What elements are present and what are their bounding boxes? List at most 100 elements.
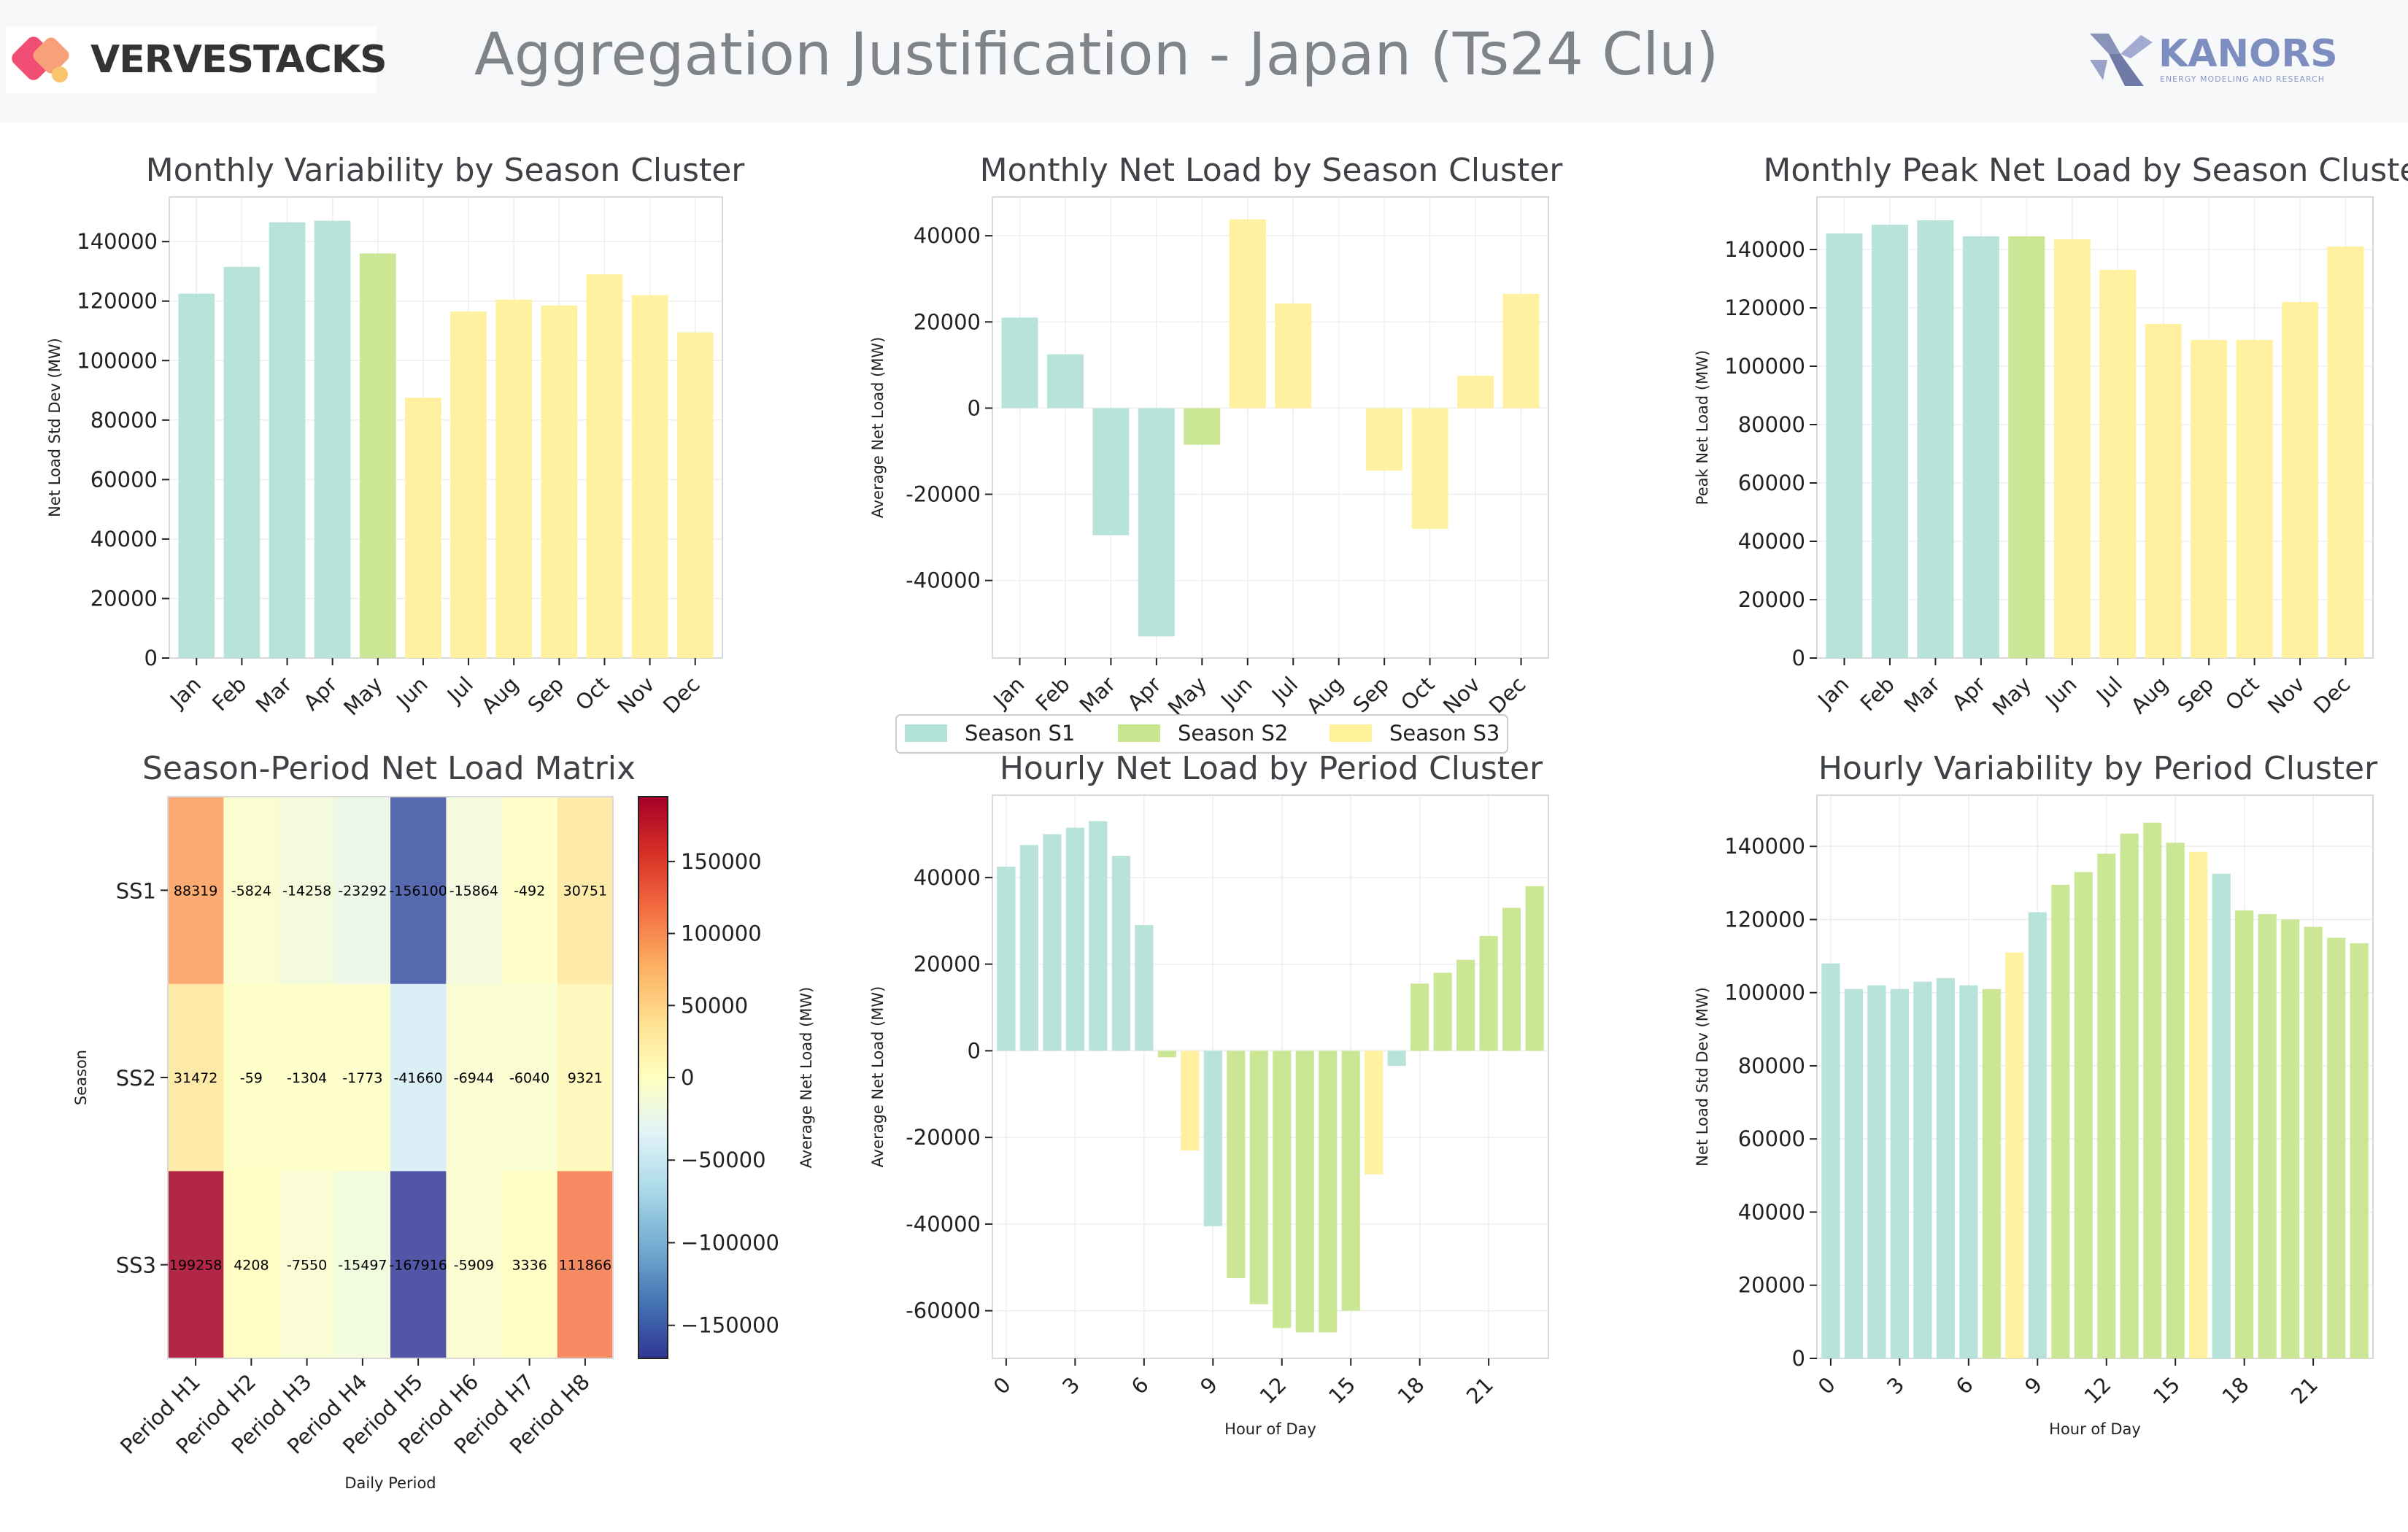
bar — [2099, 270, 2137, 658]
heatmap-cell-label: -5824 — [231, 883, 271, 899]
plot-frame — [992, 794, 1549, 1359]
chart-title: Hourly Net Load by Period Cluster — [1000, 750, 1543, 787]
bar — [1249, 1051, 1268, 1304]
y-tick-label: -60000 — [906, 1299, 981, 1323]
x-tick-label: Jun — [390, 672, 432, 713]
heatmap-cell-label: 4208 — [234, 1258, 269, 1274]
y-axis-label: Average Net Load (MW) — [869, 337, 887, 519]
legend-swatch — [1330, 724, 1372, 742]
y-tick-label: 60000 — [1738, 471, 1805, 495]
heatmap-cell-label: -15497 — [338, 1258, 387, 1274]
y-tick-label: 140000 — [77, 229, 158, 254]
bar — [1227, 1051, 1246, 1279]
legend-swatch — [1118, 724, 1160, 742]
bar — [1135, 925, 1154, 1051]
bar — [1043, 834, 1062, 1051]
plot-frame — [992, 196, 1549, 659]
bar — [2258, 913, 2277, 1358]
y-tick-label: -20000 — [906, 482, 981, 507]
y-tick-label: 100000 — [1724, 354, 1805, 379]
chart-hourly-variability: Hourly Variability by Period Cluster 0 200… — [1694, 750, 2378, 1438]
bar — [405, 398, 441, 658]
heatmap-cell-label: 30751 — [563, 883, 607, 899]
heatmap-cell — [557, 983, 614, 1172]
plot-frame — [1816, 794, 2374, 1359]
legend-item-label: Season S1 — [965, 721, 1075, 746]
bar — [2327, 937, 2346, 1358]
heatmap-cell — [557, 797, 614, 985]
bar — [1936, 978, 1955, 1358]
bar — [1341, 1051, 1360, 1311]
y-tick-label: -40000 — [906, 1212, 981, 1237]
bar — [1890, 989, 1909, 1358]
x-tick-label: Sep — [523, 672, 569, 718]
chart-monthly-variability: Monthly Variability by Season Cluster 0 20… — [46, 152, 745, 720]
x-tick-label: Jun — [1215, 672, 1257, 713]
bar — [1092, 408, 1130, 535]
bar — [541, 305, 578, 658]
x-tick-label: May — [1163, 672, 1211, 720]
bar — [1275, 303, 1312, 409]
chart-title: Monthly Variability by Season Cluster — [146, 152, 746, 189]
bar — [631, 295, 668, 658]
bar — [1502, 293, 1540, 409]
bar — [1871, 225, 1908, 658]
bar — [1844, 989, 1863, 1358]
page-title: Aggregation Justification - Japan (Ts24 … — [474, 20, 1719, 88]
heatmap-cell — [223, 983, 279, 1172]
x-tick-label: Dec — [2309, 672, 2355, 719]
y-tick-label: -20000 — [906, 1125, 981, 1150]
bar — [1089, 821, 1108, 1051]
x-axis-label: Daily Period — [344, 1474, 436, 1492]
bar — [2236, 340, 2273, 658]
heatmap-cell-label: 199258 — [169, 1258, 223, 1274]
heatmap-cell-label: 31472 — [174, 1070, 217, 1086]
bar — [2327, 247, 2364, 658]
y-tick-label: 0 — [968, 1038, 981, 1063]
x-tick-label: 18 — [1392, 1372, 1429, 1409]
bar — [2282, 302, 2319, 658]
x-tick-label: Aug — [2126, 672, 2173, 719]
bar — [1917, 220, 1954, 658]
colorbar-tick-label: 50000 — [681, 993, 748, 1018]
x-tick-label: 6 — [1951, 1372, 1978, 1399]
y-tick-label: 120000 — [1724, 907, 1805, 932]
y-tick-label: 60000 — [90, 467, 158, 492]
heatmap-cell-label: -1304 — [287, 1070, 327, 1086]
x-tick-label: Jul — [2091, 672, 2127, 708]
bar — [676, 332, 714, 658]
heatmap-cell-label: -15864 — [449, 883, 498, 899]
x-tick-label: Jan — [164, 672, 206, 713]
season-legend: Season S1 Season S2 Season S3 — [895, 714, 1508, 754]
bar — [1411, 983, 1429, 1051]
y-axis-label: Peak Net Load (MW) — [1694, 350, 1711, 505]
bar — [2189, 851, 2208, 1358]
bar — [1273, 1051, 1292, 1328]
heatmap-cell — [390, 797, 447, 985]
x-tick-label: Apr — [1122, 672, 1166, 716]
x-tick-label: Jun — [2040, 672, 2081, 713]
bar — [997, 866, 1016, 1051]
heatmap-cell — [334, 797, 391, 985]
bar — [2053, 239, 2091, 658]
heatmap-cell — [390, 983, 447, 1172]
kanors-logo: KANORS ENERGY MODELING AND RESEARCH — [2087, 26, 2350, 96]
bar — [1138, 408, 1175, 637]
bar — [2120, 833, 2139, 1358]
bar — [1181, 1051, 1200, 1150]
heatmap-cell-label: -7550 — [287, 1258, 327, 1274]
bar — [1826, 233, 1863, 658]
x-tick-label: Aug — [476, 672, 523, 719]
bar — [1366, 408, 1403, 471]
x-tick-label: 0 — [989, 1372, 1016, 1399]
x-tick-label: 9 — [2020, 1372, 2047, 1399]
x-tick-label: 21 — [1462, 1372, 1498, 1409]
kanors-tagline: ENERGY MODELING AND RESEARCH — [2160, 74, 2325, 84]
vervestacks-logo: VERVESTACKS — [6, 26, 387, 93]
legend-item-label: Season S3 — [1389, 721, 1500, 746]
bar — [1184, 408, 1221, 445]
colorbar-label: Average Net Load (MW) — [798, 987, 815, 1169]
x-tick-label: 0 — [1813, 1372, 1840, 1399]
